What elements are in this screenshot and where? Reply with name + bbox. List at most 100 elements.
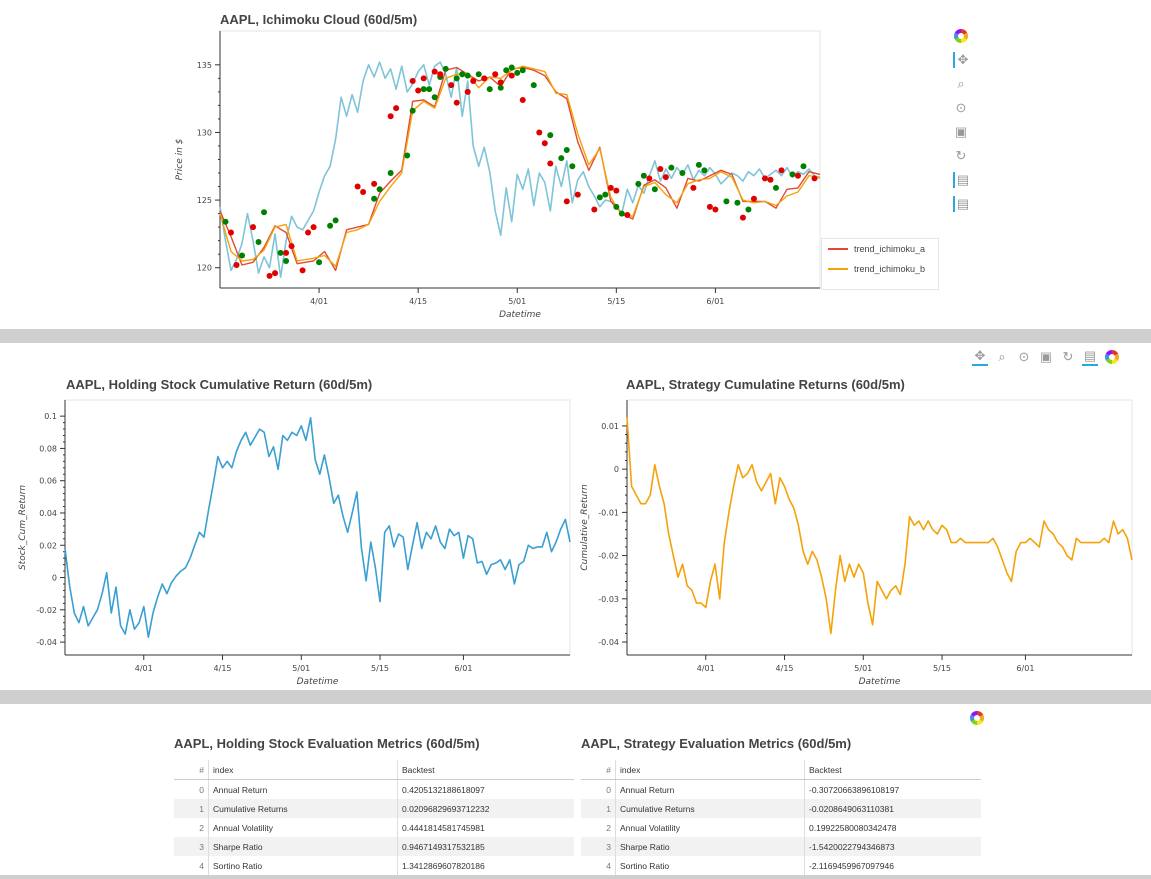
buy-signal-point [696,162,702,168]
sell-signal-point [575,192,581,198]
y-tick-label: 0 [614,465,619,474]
box-zoom-icon[interactable]: ⌕ [994,349,1010,365]
table-row[interactable]: 3 Sharpe Ratio -1.5420022794346873 [581,837,981,856]
buy-signal-point [371,196,377,202]
col-header-num[interactable]: # [581,760,616,780]
buy-signal-point [333,217,339,223]
sell-signal-point [520,97,526,103]
section-divider [0,329,1151,343]
sell-signal-point [371,181,377,187]
series-line [220,62,820,277]
legend-swatch [828,268,848,270]
table-row[interactable]: 2 Annual Volatility 0.4441814581745981 [174,818,574,837]
buy-signal-point [421,86,427,92]
bokeh-logo-icon[interactable] [970,711,984,725]
row-num: 3 [581,837,616,856]
sell-signal-point [591,207,597,213]
buy-signal-point [459,71,465,77]
row-value: 1.3412869607820186 [398,856,575,875]
buy-signal-point [509,65,515,71]
sell-signal-point [437,71,443,77]
buy-signal-point [498,85,504,91]
y-axis-label: Cumulative_Return [580,484,590,571]
holding-return-chart[interactable]: -0.04 -0.02 0 0.02 0.04 0.06 0.08 0.1 4/01 4/15 5/… [15,394,575,690]
row-value: -0.30720663896108197 [805,780,982,800]
sell-signal-point [289,243,295,249]
sell-signal-point [228,230,234,236]
box-zoom-icon[interactable]: ⌕ [953,76,969,92]
sell-signal-point [613,188,619,194]
sell-signal-point [547,161,553,167]
sell-signal-point [690,185,696,191]
ichimoku-chart[interactable]: 120 125 130 135 4/01 4/15 5/01 5/15 6/01 Datetime… [170,28,830,328]
sell-signal-point [767,177,773,183]
buy-signal-point [465,73,471,79]
table-row[interactable]: 0 Annual Return -0.30720663896108197 [581,780,981,800]
col-header-index[interactable]: index [209,760,398,780]
bokeh-logo-icon[interactable] [1104,349,1120,365]
table-row[interactable]: 1 Cumulative Returns 0.02096829693712232 [174,799,574,818]
pan-icon[interactable]: ✥ [972,348,988,366]
holding-metrics-table[interactable]: # index Backtest 0 Annual Return 0.4205132… [174,760,574,875]
y-tick-label: 0.1 [44,412,57,421]
table-row[interactable]: 4 Sortino Ratio -2.1169459967097946 [581,856,981,875]
col-header-backtest[interactable]: Backtest [398,760,575,780]
y-tick-label: 130 [197,128,212,137]
wheel-zoom-icon[interactable]: ⊙ [1016,349,1032,365]
strategy-return-chart[interactable]: -0.04 -0.03 -0.02 -0.01 0 0.01 4/01 4/15 5/01 5/1… [577,394,1137,690]
chart1-legend[interactable]: trend_ichimoku_a trend_ichimoku_b [821,238,939,290]
buy-signal-point [327,223,333,229]
legend-item-ichimoku-a[interactable]: trend_ichimoku_a [822,239,938,259]
legend-label: trend_ichimoku_a [854,244,925,254]
x-tick-label: 5/01 [292,664,310,673]
sell-signal-point [305,230,311,236]
table-row[interactable]: 3 Sharpe Ratio 0.9467149317532185 [174,837,574,856]
buy-signal-point [547,132,553,138]
row-value: 0.4441814581745981 [398,818,575,837]
save-icon[interactable]: ▣ [953,124,969,140]
reset-icon[interactable]: ↻ [1060,349,1076,365]
strategy-table-title: AAPL, Strategy Evaluation Metrics (60d/5… [581,736,851,751]
save-icon[interactable]: ▣ [1038,349,1054,365]
col-header-backtest[interactable]: Backtest [805,760,982,780]
y-axis-label: Stock_Cum_Return [18,485,28,570]
x-tick-label: 5/01 [508,297,526,306]
row-value: 0.9467149317532185 [398,837,575,856]
reset-icon[interactable]: ↻ [953,148,969,164]
sell-signal-point [751,196,757,202]
table-row[interactable]: 1 Cumulative Returns -0.0208649063110381 [581,799,981,818]
table-row[interactable]: 0 Annual Return 0.4205132188618097 [174,780,574,800]
y-tick-label: 0.04 [39,509,57,518]
buy-signal-point [476,71,482,77]
sell-signal-point [740,215,746,221]
buy-signal-point [503,67,509,73]
sell-signal-point [234,262,240,268]
hover-icon[interactable]: ▤ [953,172,971,188]
sell-signal-point [795,173,801,179]
strategy-metrics-table[interactable]: # index Backtest 0 Annual Return -0.307206… [581,760,981,875]
buy-signal-point [432,94,438,100]
wheel-zoom-icon[interactable]: ⊙ [953,100,969,116]
bokeh-logo-icon[interactable] [953,28,969,44]
hover-icon-2[interactable]: ▤ [953,196,971,212]
col-header-index[interactable]: index [616,760,805,780]
sell-signal-point [657,166,663,172]
sell-signal-point [542,140,548,146]
x-tick-label: 4/15 [776,664,794,673]
col-header-num[interactable]: # [174,760,209,780]
hover-icon[interactable]: ▤ [1082,348,1098,366]
sell-signal-point [646,175,652,181]
section-divider [0,690,1151,704]
chart3-title: AAPL, Strategy Cumulatine Returns (60d/5… [626,377,905,392]
buy-signal-point [723,198,729,204]
sell-signal-point [492,71,498,77]
series-line-trend_ichimoku_b [220,66,820,266]
sell-signal-point [250,224,256,230]
buy-signal-point [558,155,564,161]
pan-icon[interactable]: ✥ [953,52,971,68]
legend-item-ichimoku-b[interactable]: trend_ichimoku_b [822,259,938,279]
table-row[interactable]: 4 Sortino Ratio 1.3412869607820186 [174,856,574,875]
sell-signal-point [311,224,317,230]
table-row[interactable]: 2 Annual Volatility 0.19922580080342478 [581,818,981,837]
sell-signal-point [624,212,630,218]
